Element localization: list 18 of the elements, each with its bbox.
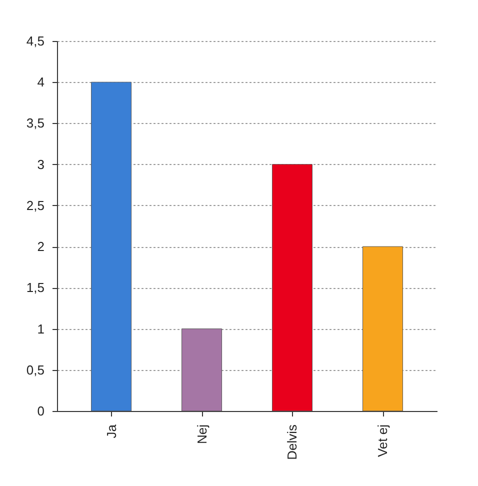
bar <box>272 164 312 412</box>
y-tick-label: 4 <box>37 74 44 90</box>
y-tick-label: 3,5 <box>26 116 44 131</box>
bar <box>182 328 222 412</box>
x-tick-label: Nej <box>194 424 210 444</box>
x-tick-label: Vet ej <box>375 424 390 458</box>
y-tick-label: 2 <box>37 239 44 254</box>
y-tick-label: 4,5 <box>26 34 44 48</box>
y-tick-label: 2,5 <box>26 198 44 213</box>
x-tick-label: Delvis <box>284 424 300 460</box>
y-tick-label: 1,5 <box>26 280 44 296</box>
y-tick-label: 3 <box>37 156 44 172</box>
y-tick-label: 0,5 <box>26 362 44 378</box>
y-tick-label: 1 <box>37 321 44 336</box>
bar <box>362 246 403 412</box>
bar <box>91 82 132 412</box>
y-tick-label: 0 <box>37 404 44 418</box>
x-tick-label: Ja <box>104 424 119 438</box>
